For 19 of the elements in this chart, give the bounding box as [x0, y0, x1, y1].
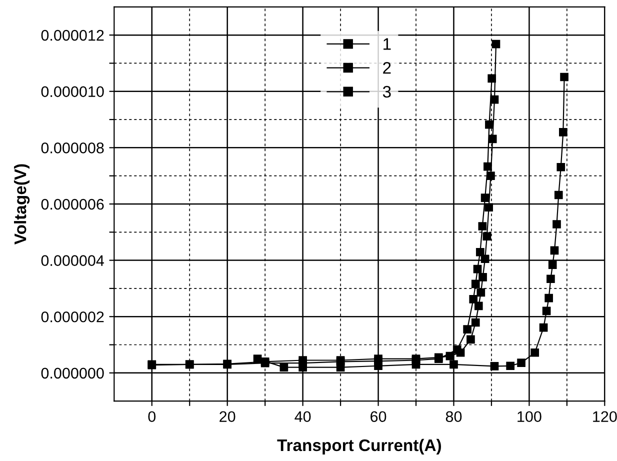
- x-axis-title: Transport Current(A): [277, 438, 441, 454]
- x-tick-label: 20: [220, 411, 236, 422]
- x-tick-label: 80: [446, 411, 462, 422]
- legend-label: 2: [383, 62, 391, 74]
- x-tick-label: 40: [294, 411, 311, 422]
- x-tick-label: 60: [370, 411, 386, 422]
- y-tick-label: 0.000012: [41, 30, 104, 41]
- y-tick-label: 0.000006: [41, 198, 104, 210]
- y-axis-title: Voltage(V): [14, 164, 30, 244]
- legend-label: 1: [384, 38, 391, 50]
- y-tick-label: 0.000004: [41, 255, 104, 266]
- y-tick-label: 0.000002: [41, 311, 104, 322]
- x-tick-label: 120: [593, 411, 617, 422]
- y-tick-label: 0.000000: [41, 368, 104, 379]
- legend-label: 3: [382, 86, 391, 98]
- x-tick-label: 0: [148, 411, 156, 422]
- y-tick-label: 0.000008: [41, 142, 104, 154]
- x-tick-label: 100: [518, 411, 542, 422]
- y-tick-label: 0.000010: [41, 86, 104, 98]
